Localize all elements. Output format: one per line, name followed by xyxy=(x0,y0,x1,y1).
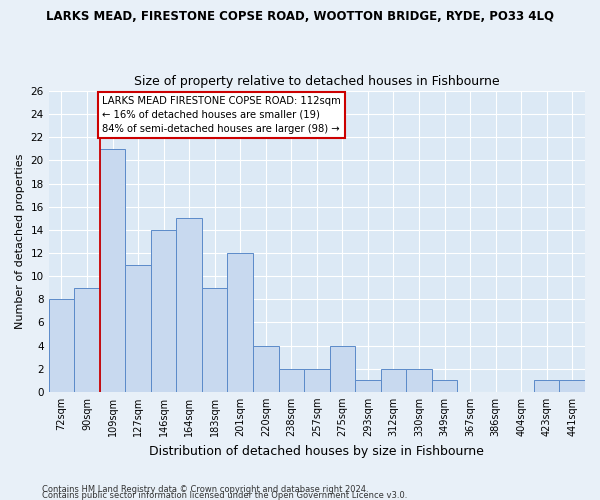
Bar xyxy=(49,300,74,392)
Bar xyxy=(100,149,125,392)
Bar xyxy=(355,380,380,392)
Bar xyxy=(278,368,304,392)
Bar xyxy=(176,218,202,392)
Bar xyxy=(74,288,100,392)
Text: LARKS MEAD FIRESTONE COPSE ROAD: 112sqm
← 16% of detached houses are smaller (19: LARKS MEAD FIRESTONE COPSE ROAD: 112sqm … xyxy=(102,96,341,134)
Bar xyxy=(432,380,457,392)
Bar xyxy=(406,368,432,392)
Bar xyxy=(380,368,406,392)
Title: Size of property relative to detached houses in Fishbourne: Size of property relative to detached ho… xyxy=(134,76,500,88)
Bar xyxy=(125,264,151,392)
Text: Contains public sector information licensed under the Open Government Licence v3: Contains public sector information licen… xyxy=(42,490,407,500)
Text: LARKS MEAD, FIRESTONE COPSE ROAD, WOOTTON BRIDGE, RYDE, PO33 4LQ: LARKS MEAD, FIRESTONE COPSE ROAD, WOOTTO… xyxy=(46,10,554,23)
Bar xyxy=(534,380,559,392)
Y-axis label: Number of detached properties: Number of detached properties xyxy=(15,154,25,329)
Bar xyxy=(329,346,355,392)
Bar xyxy=(151,230,176,392)
Bar xyxy=(202,288,227,392)
Bar xyxy=(253,346,278,392)
X-axis label: Distribution of detached houses by size in Fishbourne: Distribution of detached houses by size … xyxy=(149,444,484,458)
Text: Contains HM Land Registry data © Crown copyright and database right 2024.: Contains HM Land Registry data © Crown c… xyxy=(42,484,368,494)
Bar xyxy=(559,380,585,392)
Bar xyxy=(227,253,253,392)
Bar xyxy=(304,368,329,392)
